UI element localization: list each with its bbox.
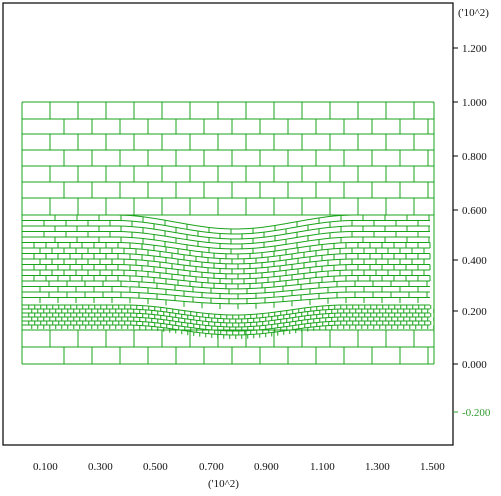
x-tick-label: 1.300 bbox=[365, 461, 390, 473]
y-tick-label: 0.000 bbox=[462, 359, 487, 371]
y-tick-label: 0.600 bbox=[462, 205, 487, 217]
x-tick-label: 0.700 bbox=[199, 461, 224, 473]
x-tick-label: 0.900 bbox=[254, 461, 279, 473]
x-tick-label: 0.500 bbox=[143, 461, 168, 473]
y-tick-label: 1.000 bbox=[462, 97, 487, 109]
x-scale-label: ('10^2) bbox=[208, 478, 239, 490]
y-tick-label: -0.200 bbox=[462, 407, 491, 419]
viewport-border bbox=[2, 2, 454, 446]
x-tick-label: 0.300 bbox=[88, 461, 113, 473]
y-tick-label: 1.200 bbox=[462, 43, 487, 55]
y-tick-labels: 1.200 1.000 0.800 0.600 0.400 0.200 0.00… bbox=[453, 43, 491, 419]
x-tick-labels: 0.100 0.300 0.500 0.700 0.900 1.100 1.30… bbox=[33, 461, 445, 473]
y-tick-label: 0.200 bbox=[462, 306, 487, 318]
x-tick-label: 1.500 bbox=[420, 461, 445, 473]
y-scale-label: ('10^2) bbox=[458, 7, 489, 19]
x-tick-label: 1.100 bbox=[310, 461, 335, 473]
y-tick-label: 0.800 bbox=[462, 151, 487, 163]
y-tick-label: 0.400 bbox=[462, 255, 487, 267]
x-tick-label: 0.100 bbox=[33, 461, 58, 473]
masonry-mesh bbox=[21, 101, 435, 365]
